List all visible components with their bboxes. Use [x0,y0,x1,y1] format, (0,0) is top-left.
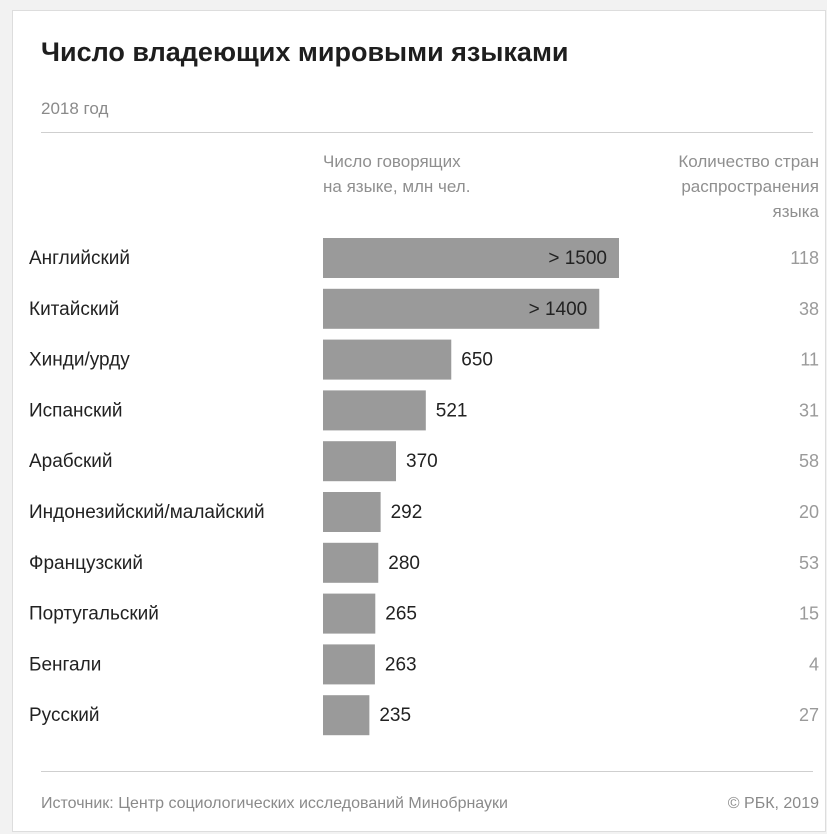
countries-count: 15 [799,604,819,624]
speakers-column-header: Число говорящих на языке, млн чел. [323,149,470,199]
value-label: 370 [406,451,438,472]
category-label: Португальский [29,604,159,625]
countries-count: 31 [799,400,819,420]
value-label: 650 [461,350,493,371]
footer-divider [41,771,813,772]
bar [323,542,379,583]
bar [323,492,381,532]
countries-count: 58 [799,451,819,471]
copyright: © РБК, 2019 [727,795,819,812]
category-label: Китайский [29,299,119,320]
value-label: 280 [388,553,420,574]
category-label: Бенгали [29,654,101,675]
chart-subtitle: 2018 год [41,99,109,118]
category-label: Испанский [29,400,123,421]
bar [323,644,375,685]
category-label: Арабский [29,451,113,472]
value-label: > 1400 [529,299,588,320]
header-divider [41,132,813,133]
source-note: Источник: Центр социологических исследов… [41,795,508,812]
bar [323,339,452,380]
bar-chart: Английский > 1500 118 Китайский > 1400 38 Хинд… [29,238,819,736]
countries-count: 38 [799,299,819,319]
bar [323,441,397,482]
value-label: 292 [391,502,423,523]
speakers-header-line: на языке, млн чел. [323,177,471,196]
value-label: 521 [436,400,468,421]
countries-count: 27 [799,705,819,725]
countries-header-line: языка [772,202,819,221]
value-label: 263 [385,654,417,675]
value-label: 265 [385,604,417,625]
countries-count: 4 [809,654,819,674]
chart-card: Число владеющих мировыми языками 2018 го… [12,10,826,832]
category-label: Индонезийский/малайский [29,502,265,523]
countries-count: 20 [799,502,819,522]
chart-title: Число владеющих мировыми языками [41,37,569,67]
category-label: Русский [29,705,100,726]
value-label: 235 [379,705,411,726]
value-label: > 1500 [548,248,607,269]
countries-count: 53 [799,553,819,573]
countries-count: 11 [800,350,819,370]
bar [323,695,370,736]
speakers-header-line: Число говорящих [323,152,461,171]
bar [323,288,600,329]
countries-column-header: Количество стран распространения языка [678,149,819,224]
category-label: Французский [29,553,143,574]
countries-header-line: Количество стран [678,152,819,171]
bar [323,593,376,634]
countries-header-line: распространения [681,177,819,196]
countries-count: 118 [790,248,819,268]
bar [323,238,619,278]
category-label: Хинди/урду [29,350,130,371]
bar [323,390,426,431]
category-label: Английский [29,248,130,269]
